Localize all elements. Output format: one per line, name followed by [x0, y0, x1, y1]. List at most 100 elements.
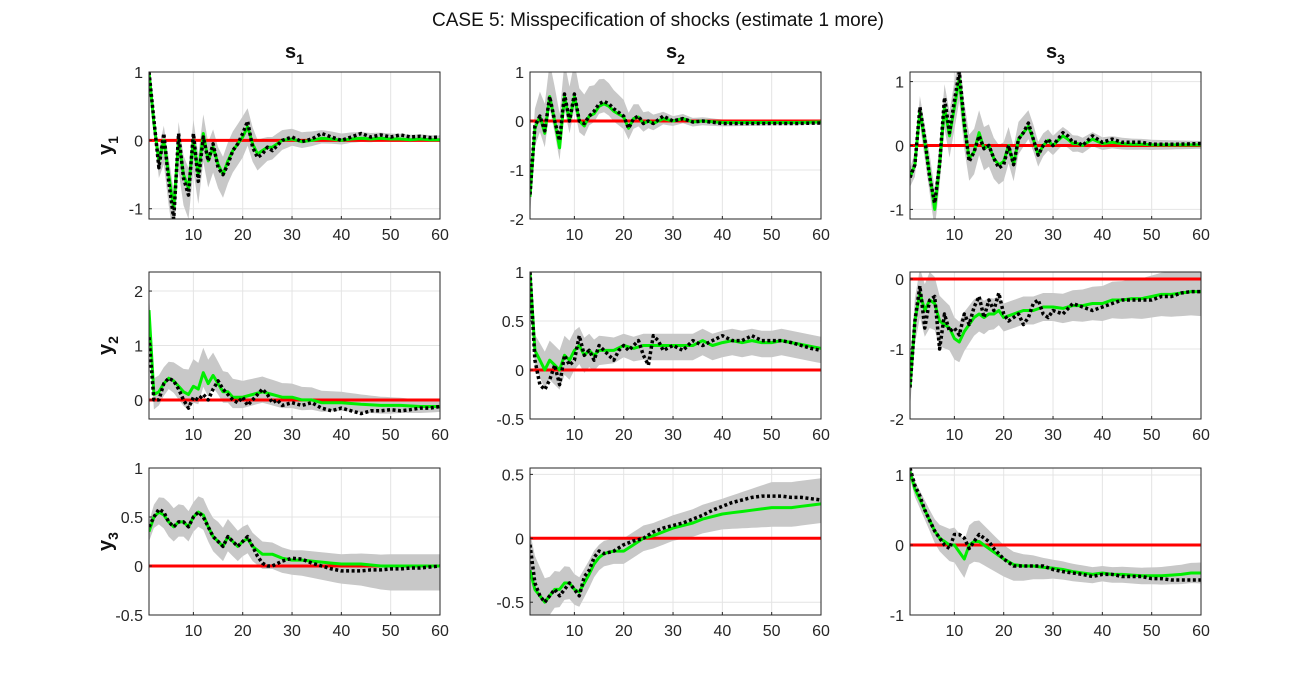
x-tick-label: 50 [382, 427, 400, 444]
plot-frame [148, 467, 441, 616]
plot-background [149, 468, 440, 615]
true-irf-line [149, 507, 440, 573]
true-irf-line [149, 72, 440, 219]
series-group [149, 293, 440, 416]
plot-frame [909, 467, 1202, 616]
plot-frame [529, 71, 822, 220]
estimated-irf-line [530, 502, 821, 604]
y-tick-label: -2 [510, 212, 524, 229]
x-tick-label: 30 [664, 623, 682, 640]
x-tick-label: 20 [234, 227, 252, 244]
x-tick-label: 20 [234, 427, 252, 444]
y-tick-label: 1 [895, 468, 904, 485]
panel-r1-c1: 10 20 30 40 50 60 -1 0 1 [129, 65, 449, 244]
x-tick-label: 60 [1192, 227, 1210, 244]
x-tick-label: 10 [565, 623, 583, 640]
panel-r1-c2: 10 20 30 40 50 60 -2 -1 0 1 [510, 65, 830, 244]
plot-frame [529, 467, 822, 616]
y-tick-label: 0 [134, 393, 143, 410]
y-tick-label: 1 [134, 461, 143, 478]
panel-r3-c2: 10 20 30 40 50 60 -0.5 0 0.5 [496, 467, 830, 640]
confidence-band [910, 468, 1201, 585]
y-tick-label: 1 [134, 339, 143, 356]
plot-frame [529, 271, 822, 420]
y-tick-label: -0.5 [115, 608, 143, 625]
column-title-s3: s3 [1046, 41, 1065, 67]
column-title-s1: s1 [285, 41, 304, 67]
x-tick-label: 30 [664, 227, 682, 244]
x-tick-label: 10 [184, 623, 202, 640]
panel-r2-c3: 10 20 30 40 50 60 -2 -1 0 [890, 271, 1210, 444]
series-group [530, 478, 821, 615]
y-tick-label: 0 [895, 272, 904, 289]
x-tick-label: 40 [332, 227, 350, 244]
y-tick-label: -1 [129, 202, 143, 219]
true-irf-line [910, 284, 1201, 388]
x-tick-label: 40 [713, 227, 731, 244]
x-tick-label: 60 [812, 227, 830, 244]
x-tick-label: 30 [283, 227, 301, 244]
x-tick-label: 10 [184, 427, 202, 444]
y-tick-label: 0 [895, 139, 904, 156]
figure-title: CASE 5: Misspecification of shocks (esti… [432, 10, 884, 31]
x-tick-label: 40 [1093, 623, 1111, 640]
x-tick-label: 20 [234, 623, 252, 640]
x-tick-label: 50 [763, 427, 781, 444]
true-irf-line [910, 468, 1201, 582]
y-tick-label: 1 [895, 75, 904, 92]
x-tick-label: 10 [565, 227, 583, 244]
true-irf-line [530, 92, 821, 195]
y-tick-label: 0.5 [121, 510, 143, 527]
x-tick-label: 20 [995, 227, 1013, 244]
y-tick-label: -0.5 [496, 412, 524, 429]
x-tick-label: 10 [945, 427, 963, 444]
y-tick-label: 1 [515, 65, 524, 82]
y-tick-label: 0.5 [502, 314, 524, 331]
x-tick-label: 50 [382, 227, 400, 244]
x-tick-label: 10 [945, 227, 963, 244]
x-tick-label: 40 [332, 427, 350, 444]
true-irf-line [530, 494, 821, 604]
x-tick-label: 60 [1192, 427, 1210, 444]
confidence-band [910, 272, 1201, 409]
panel-r2-c2: 10 20 30 40 50 60 -0.5 0 0.5 1 [496, 265, 830, 444]
y-tick-label: 0 [515, 363, 524, 380]
x-tick-label: 20 [995, 427, 1013, 444]
x-tick-label: 40 [1093, 227, 1111, 244]
x-tick-label: 40 [1093, 427, 1111, 444]
y-tick-label: -0.5 [496, 595, 524, 612]
x-tick-label: 10 [565, 427, 583, 444]
plot-frame [148, 71, 441, 220]
x-tick-label: 60 [812, 427, 830, 444]
estimated-irf-line [910, 290, 1201, 388]
x-tick-label: 60 [431, 623, 449, 640]
x-tick-label: 60 [812, 623, 830, 640]
panel-r3-c3: 10 20 30 40 50 60 -1 0 1 [890, 467, 1210, 640]
y-tick-label: 1 [134, 65, 143, 82]
panel-r2-c1: 10 20 30 40 50 60 0 1 2 [134, 271, 449, 444]
series-group [910, 72, 1201, 219]
row-label-y2: y2 [95, 336, 121, 355]
series-group [910, 272, 1201, 409]
y-tick-label: 0.5 [502, 467, 524, 484]
x-tick-label: 10 [184, 227, 202, 244]
y-tick-label: 2 [134, 284, 143, 301]
series-group [530, 272, 821, 392]
x-tick-label: 50 [1143, 623, 1161, 640]
x-tick-label: 30 [1044, 227, 1062, 244]
x-tick-label: 50 [382, 623, 400, 640]
x-tick-label: 40 [713, 623, 731, 640]
series-group [530, 72, 821, 217]
y-tick-label: -1 [890, 342, 904, 359]
y-tick-label: 0 [515, 531, 524, 548]
x-tick-label: 20 [995, 623, 1013, 640]
y-tick-label: 0 [134, 133, 143, 150]
y-tick-label: -1 [890, 608, 904, 625]
x-tick-label: 40 [332, 623, 350, 640]
series-group [910, 468, 1201, 585]
confidence-band [530, 272, 821, 390]
true-irf-line [530, 272, 821, 392]
y-tick-label: 0 [895, 538, 904, 555]
confidence-band [149, 293, 440, 414]
x-tick-label: 30 [1044, 623, 1062, 640]
